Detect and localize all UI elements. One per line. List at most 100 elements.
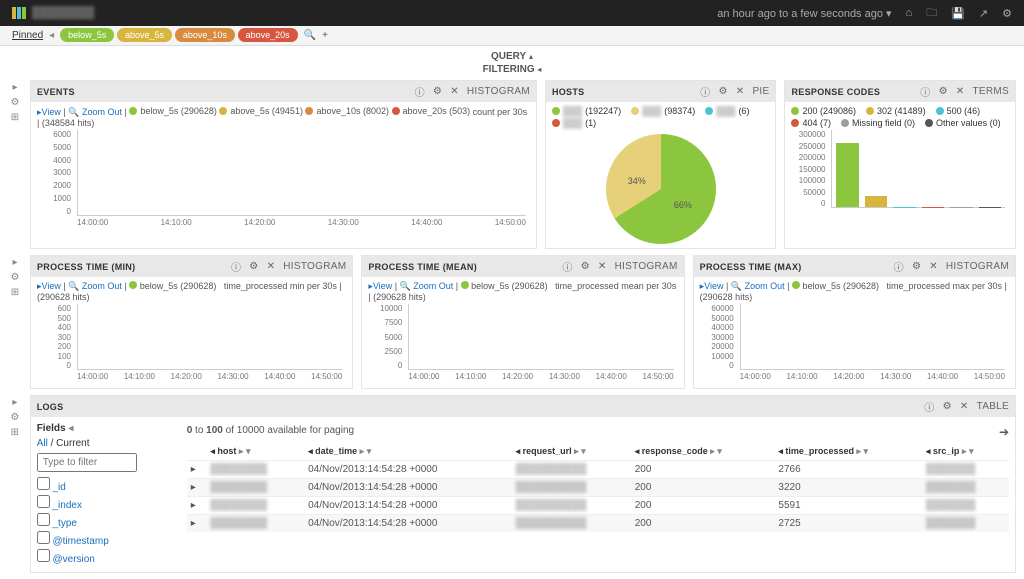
table-header[interactable]: ◂ request_url ▸ ▾ xyxy=(512,443,631,461)
view-button[interactable]: ▸View xyxy=(700,281,724,291)
gear-icon[interactable]: ⚙ xyxy=(1002,7,1012,20)
legend-item[interactable]: ███ (98374) xyxy=(631,106,695,116)
expand-icon[interactable]: ▸ xyxy=(187,461,207,479)
home-icon[interactable]: ⌂ xyxy=(906,7,913,19)
table-row[interactable]: ▸████████04/Nov/2013:14:54:28 +0000█████… xyxy=(187,497,1009,515)
field-item[interactable]: @version xyxy=(37,548,175,566)
brand-text: ████████ xyxy=(32,7,94,19)
field-item[interactable]: _type xyxy=(37,512,175,530)
add-panel-icon[interactable]: ⊞ xyxy=(11,112,19,123)
query-label[interactable]: QUERY xyxy=(491,51,526,62)
field-item[interactable]: _index xyxy=(37,494,175,512)
view-button[interactable]: ▸View xyxy=(37,281,61,291)
add-panel-icon[interactable]: ⊞ xyxy=(11,427,19,438)
collapse-icon[interactable]: ▸ xyxy=(12,257,17,268)
legend-item[interactable]: Missing field (0) xyxy=(841,118,915,128)
legend-item[interactable]: 500 (46) xyxy=(936,106,981,116)
close-icon[interactable]: ✕ xyxy=(929,261,938,272)
pinned-tag[interactable]: above_10s xyxy=(175,28,235,42)
search-icon[interactable]: 🔍 xyxy=(304,30,316,41)
bar[interactable] xyxy=(865,196,887,207)
next-page-icon[interactable]: ➔ xyxy=(999,425,1009,439)
collapse-icon[interactable]: ▸ xyxy=(12,397,17,408)
info-icon[interactable]: ⓘ xyxy=(415,84,425,99)
add-icon[interactable]: + xyxy=(322,30,328,41)
legend-item[interactable]: ███ (6) xyxy=(705,106,749,116)
field-checkbox[interactable] xyxy=(37,477,50,490)
fields-all[interactable]: All xyxy=(37,438,48,449)
expand-icon[interactable]: ▸ xyxy=(187,515,207,533)
gear-icon[interactable]: ⚙ xyxy=(10,412,19,423)
legend-item[interactable]: Other values (0) xyxy=(925,118,1001,128)
gear-icon[interactable]: ⚙ xyxy=(11,272,20,283)
zoom-out-button[interactable]: 🔍 Zoom Out xyxy=(400,281,454,291)
legend-item[interactable]: below_5s (290628) xyxy=(129,106,217,116)
pinned-collapse-icon[interactable]: ◂ xyxy=(49,30,54,41)
pie-chart: 66%34% xyxy=(606,134,716,244)
table-row[interactable]: ▸████████04/Nov/2013:14:54:28 +0000█████… xyxy=(187,479,1009,497)
legend-item[interactable]: above_10s (8002) xyxy=(305,106,389,116)
view-button[interactable]: ▸View xyxy=(37,107,61,117)
collapse-icon[interactable]: ▸ xyxy=(12,82,17,93)
filtering-label[interactable]: FILTERING xyxy=(483,64,535,75)
table-header[interactable]: ◂ host ▸ ▾ xyxy=(206,443,304,461)
field-checkbox[interactable] xyxy=(37,495,50,508)
close-icon[interactable]: ✕ xyxy=(960,401,969,412)
close-icon[interactable]: ✕ xyxy=(956,86,965,97)
add-panel-icon[interactable]: ⊞ xyxy=(11,287,19,298)
gear-icon[interactable]: ⚙ xyxy=(249,261,258,272)
legend-item[interactable]: ███ (192247) xyxy=(552,106,621,116)
legend-item[interactable]: 404 (7) xyxy=(791,118,831,128)
expand-icon[interactable]: ▸ xyxy=(187,497,207,515)
legend-item[interactable]: 200 (249086) xyxy=(791,106,856,116)
legend-item[interactable]: ███ (1) xyxy=(552,118,596,128)
info-icon[interactable]: ⓘ xyxy=(920,84,930,99)
table-header[interactable]: ◂ response_code ▸ ▾ xyxy=(631,443,775,461)
gear-icon[interactable]: ⚙ xyxy=(912,261,921,272)
table-row[interactable]: ▸████████04/Nov/2013:14:54:28 +0000█████… xyxy=(187,515,1009,533)
gear-icon[interactable]: ⚙ xyxy=(943,401,952,412)
field-checkbox[interactable] xyxy=(37,513,50,526)
legend-item[interactable]: above_20s (503) xyxy=(392,106,471,116)
bar[interactable] xyxy=(836,143,858,207)
field-checkbox[interactable] xyxy=(37,549,50,562)
pinned-tag[interactable]: above_5s xyxy=(117,28,172,42)
time-picker[interactable]: an hour ago to a few seconds ago ▾ xyxy=(717,7,891,20)
close-icon[interactable]: ✕ xyxy=(736,86,745,97)
folder-icon[interactable]: 🗀 xyxy=(926,4,937,23)
zoom-out-button[interactable]: 🔍 Zoom Out xyxy=(731,281,785,291)
gear-icon[interactable]: ⚙ xyxy=(719,86,728,97)
table-header[interactable]: ◂ src_ip ▸ ▾ xyxy=(922,443,1009,461)
expand-icon[interactable]: ▸ xyxy=(187,479,207,497)
share-icon[interactable]: ↗ xyxy=(979,7,988,20)
table-header[interactable]: ◂ time_processed ▸ ▾ xyxy=(774,443,921,461)
table-row[interactable]: ▸████████04/Nov/2013:14:54:28 +0000█████… xyxy=(187,461,1009,479)
view-button[interactable]: ▸View xyxy=(368,281,392,291)
table-header[interactable]: ◂ date_time ▸ ▾ xyxy=(304,443,511,461)
field-item[interactable]: _id xyxy=(37,476,175,494)
gear-icon[interactable]: ⚙ xyxy=(581,261,590,272)
save-icon[interactable]: 💾 xyxy=(951,7,965,20)
fields-current[interactable]: Current xyxy=(56,438,89,449)
field-item[interactable]: @timestamp xyxy=(37,530,175,548)
close-icon[interactable]: ✕ xyxy=(450,86,459,97)
info-icon[interactable]: ⓘ xyxy=(231,259,241,274)
info-icon[interactable]: ⓘ xyxy=(924,399,934,414)
chevron-left-icon[interactable]: ◂ xyxy=(68,423,73,434)
legend-item[interactable]: 302 (41489) xyxy=(866,106,926,116)
zoom-out-button[interactable]: 🔍 Zoom Out xyxy=(68,281,122,291)
zoom-out-button[interactable]: 🔍 Zoom Out xyxy=(68,107,122,117)
field-checkbox[interactable] xyxy=(37,531,50,544)
pinned-tag[interactable]: above_20s xyxy=(238,28,298,42)
info-icon[interactable]: ⓘ xyxy=(894,259,904,274)
info-icon[interactable]: ⓘ xyxy=(562,259,572,274)
pinned-tag[interactable]: below_5s xyxy=(60,28,114,42)
close-icon[interactable]: ✕ xyxy=(267,261,276,272)
gear-icon[interactable]: ⚙ xyxy=(433,86,442,97)
fields-filter-input[interactable] xyxy=(37,453,137,472)
info-icon[interactable]: ⓘ xyxy=(700,84,710,99)
legend-item[interactable]: above_5s (49451) xyxy=(219,106,303,116)
close-icon[interactable]: ✕ xyxy=(598,261,607,272)
gear-icon[interactable]: ⚙ xyxy=(11,97,20,108)
gear-icon[interactable]: ⚙ xyxy=(939,86,948,97)
